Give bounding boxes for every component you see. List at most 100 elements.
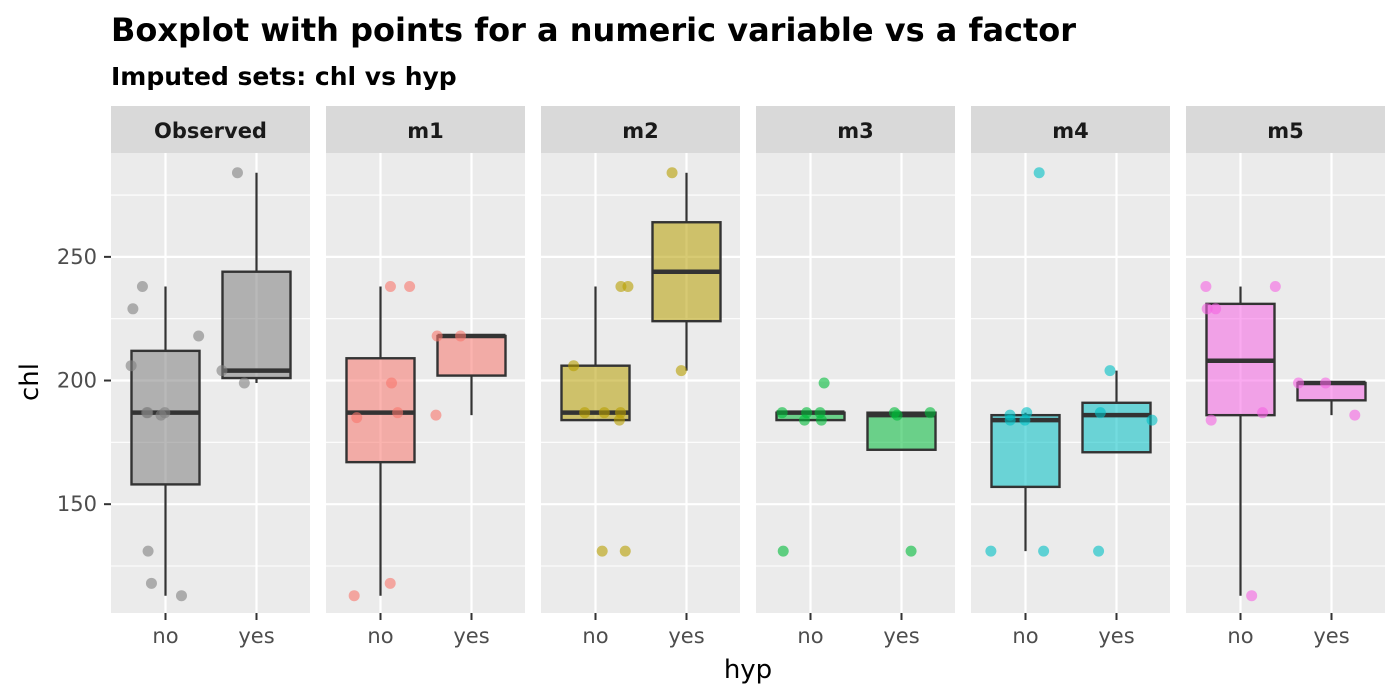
data-point bbox=[1094, 407, 1106, 419]
data-point bbox=[579, 407, 591, 419]
data-point bbox=[384, 281, 396, 293]
data-point bbox=[613, 414, 625, 426]
data-point bbox=[596, 545, 608, 557]
box-yes bbox=[1081, 401, 1152, 454]
x-tick-label: no bbox=[797, 624, 823, 648]
data-point bbox=[568, 360, 580, 372]
data-point bbox=[348, 590, 360, 602]
panel-m2: m2 no yes bbox=[541, 106, 740, 648]
data-point bbox=[1349, 409, 1361, 421]
box-yes bbox=[221, 270, 292, 380]
strip-label: m4 bbox=[1052, 119, 1089, 143]
data-point bbox=[924, 407, 936, 419]
data-point bbox=[1019, 414, 1031, 426]
panel-m3: m3 no yes bbox=[756, 106, 955, 648]
data-point bbox=[1246, 590, 1258, 602]
box-yes bbox=[1296, 381, 1367, 402]
data-point bbox=[985, 545, 997, 557]
panel-background bbox=[971, 153, 1170, 613]
data-point bbox=[159, 407, 171, 419]
x-tick-label: yes bbox=[668, 624, 704, 648]
panel-m5: m5 no yes bbox=[1186, 106, 1385, 648]
data-point bbox=[1093, 545, 1105, 557]
y-tick-label: 200 bbox=[57, 369, 97, 393]
x-tick-label: yes bbox=[1098, 624, 1134, 648]
data-point bbox=[127, 303, 139, 315]
strip-label: Observed bbox=[154, 119, 267, 143]
box-no bbox=[990, 413, 1061, 489]
y-tick-label: 250 bbox=[57, 245, 97, 269]
strip-background bbox=[756, 106, 955, 153]
data-point bbox=[619, 545, 631, 557]
x-tick-label: no bbox=[367, 624, 393, 648]
data-point bbox=[1269, 281, 1281, 293]
strip-background bbox=[1186, 106, 1385, 153]
data-point bbox=[231, 167, 243, 179]
x-tick-label: no bbox=[1227, 624, 1253, 648]
x-tick-label: no bbox=[152, 624, 178, 648]
box-yes bbox=[436, 334, 507, 377]
panel-m4: m4 no yes bbox=[971, 106, 1170, 648]
data-point bbox=[814, 407, 826, 419]
data-point bbox=[1104, 365, 1116, 377]
x-tick-label: yes bbox=[453, 624, 489, 648]
x-axis-title: hyp bbox=[724, 655, 772, 685]
data-point bbox=[216, 365, 228, 377]
strip-background bbox=[111, 106, 310, 153]
strip-background bbox=[541, 106, 740, 153]
data-point bbox=[1293, 377, 1305, 389]
data-point bbox=[351, 412, 363, 424]
data-point bbox=[598, 407, 610, 419]
data-point bbox=[891, 409, 903, 421]
data-point bbox=[430, 409, 442, 421]
chart-subtitle: Imputed sets: chl vs hyp bbox=[111, 62, 457, 91]
data-point bbox=[1146, 414, 1158, 426]
data-point bbox=[142, 407, 154, 419]
panel-observed: Observed no yes bbox=[111, 106, 310, 648]
data-point bbox=[455, 330, 467, 342]
data-point bbox=[431, 330, 443, 342]
data-point bbox=[905, 545, 917, 557]
chart-title: Boxplot with points for a numeric variab… bbox=[111, 11, 1076, 49]
data-point bbox=[1201, 303, 1213, 315]
data-point bbox=[1210, 303, 1222, 315]
data-point bbox=[1033, 167, 1045, 179]
data-point bbox=[666, 167, 678, 179]
data-point bbox=[404, 281, 416, 293]
data-point bbox=[1038, 545, 1050, 557]
data-point bbox=[392, 407, 404, 419]
x-tick-label: yes bbox=[1313, 624, 1349, 648]
y-tick-label: 150 bbox=[57, 492, 97, 516]
strip-label: m3 bbox=[837, 119, 874, 143]
panel-m1: m1 no yes bbox=[326, 106, 525, 648]
panel-background bbox=[756, 153, 955, 613]
strip-label: m2 bbox=[622, 119, 659, 143]
y-axis-title: chl bbox=[15, 363, 45, 401]
data-point bbox=[1320, 377, 1332, 389]
data-point bbox=[777, 545, 789, 557]
data-point bbox=[175, 590, 187, 602]
x-tick-label: no bbox=[582, 624, 608, 648]
data-point bbox=[1200, 281, 1212, 293]
strip-background bbox=[971, 106, 1170, 153]
data-point bbox=[193, 330, 205, 342]
data-point bbox=[238, 377, 250, 389]
facet-panels: 150 200 250 Observed no yes m1 no yes m2 no yes m3 no… bbox=[57, 106, 1385, 648]
strip-background bbox=[326, 106, 525, 153]
box-no bbox=[345, 357, 416, 464]
data-point bbox=[1205, 414, 1217, 426]
data-point bbox=[125, 360, 137, 372]
strip-label: m5 bbox=[1267, 119, 1304, 143]
x-tick-label: yes bbox=[238, 624, 274, 648]
data-point bbox=[1004, 414, 1016, 426]
x-tick-label: no bbox=[1012, 624, 1038, 648]
data-point bbox=[798, 414, 810, 426]
data-point bbox=[818, 377, 830, 389]
data-point bbox=[142, 545, 154, 557]
data-point bbox=[615, 281, 627, 293]
x-tick-label: yes bbox=[883, 624, 919, 648]
data-point bbox=[675, 365, 687, 377]
data-point bbox=[384, 577, 396, 589]
data-point bbox=[386, 377, 398, 389]
